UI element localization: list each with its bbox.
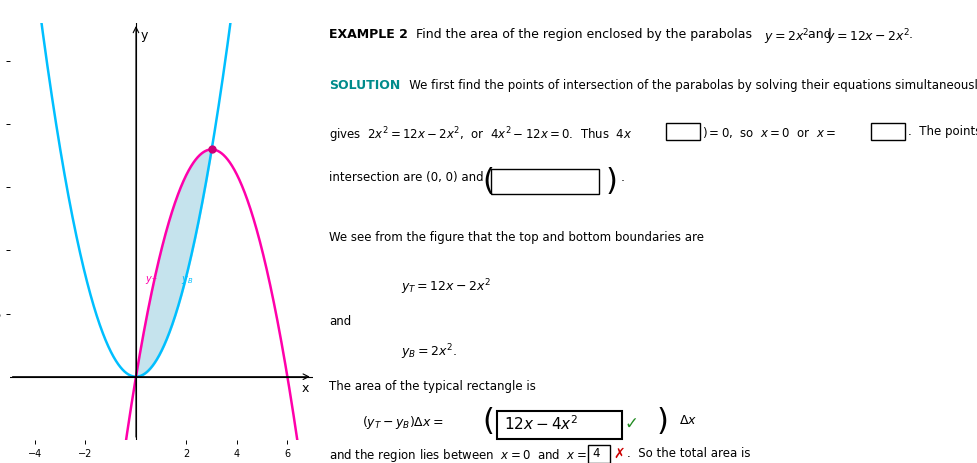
Text: (: ( bbox=[483, 407, 494, 437]
Text: y: y bbox=[141, 30, 149, 43]
Text: ): ) bbox=[657, 407, 668, 437]
Text: .: . bbox=[909, 28, 913, 41]
Text: and: and bbox=[329, 315, 351, 328]
Text: 4: 4 bbox=[593, 447, 600, 460]
Text: We see from the figure that the top and bottom boundaries are: We see from the figure that the top and … bbox=[329, 232, 704, 244]
Text: $y = 12x - 2x^2$: $y = 12x - 2x^2$ bbox=[827, 28, 911, 47]
Text: gives  $2x^2 = 12x - 2x^2$,  or  $4x^2 - 12x = 0$.  Thus  $4x$: gives $2x^2 = 12x - 2x^2$, or $4x^2 - 12… bbox=[329, 125, 632, 144]
Text: x: x bbox=[301, 382, 309, 395]
Text: EXAMPLE 2: EXAMPLE 2 bbox=[329, 28, 407, 41]
Text: and the region lies between  $x = 0$  and  $x = $: and the region lies between $x = 0$ and … bbox=[329, 447, 586, 463]
Text: $y_B = 2x^2.$: $y_B = 2x^2.$ bbox=[401, 343, 457, 362]
Text: Find the area of the region enclosed by the parabolas: Find the area of the region enclosed by … bbox=[407, 28, 759, 41]
Text: $y_T$: $y_T$ bbox=[145, 274, 157, 286]
Text: $(y_T - y_B)\Delta x = $: $(y_T - y_B)\Delta x = $ bbox=[361, 414, 444, 432]
Text: (: ( bbox=[483, 167, 494, 196]
FancyBboxPatch shape bbox=[666, 123, 701, 140]
FancyBboxPatch shape bbox=[497, 411, 622, 439]
Text: $\Delta x$: $\Delta x$ bbox=[679, 414, 698, 427]
Text: .: . bbox=[620, 171, 624, 184]
Text: and: and bbox=[803, 28, 835, 41]
Text: ✗: ✗ bbox=[614, 447, 625, 461]
Text: $y = 2x^2$: $y = 2x^2$ bbox=[764, 28, 810, 47]
Text: SOLUTION: SOLUTION bbox=[329, 79, 401, 92]
Text: .  So the total area is: . So the total area is bbox=[627, 447, 750, 460]
Text: .  The points of: . The points of bbox=[909, 125, 977, 138]
Text: $ ) = 0$,  so  $x = 0$  or  $x = $: $ ) = 0$, so $x = 0$ or $x = $ bbox=[702, 125, 836, 140]
Text: The area of the typical rectangle is: The area of the typical rectangle is bbox=[329, 380, 535, 393]
Text: ): ) bbox=[605, 167, 617, 196]
Text: ✓: ✓ bbox=[625, 414, 639, 432]
Text: $y_T = 12x - 2x^2$: $y_T = 12x - 2x^2$ bbox=[401, 278, 490, 297]
Text: $12x - 4x^2$: $12x - 4x^2$ bbox=[504, 414, 578, 433]
Text: We first find the points of intersection of the parabolas by solving their equat: We first find the points of intersection… bbox=[398, 79, 977, 92]
Text: intersection are (0, 0) and: intersection are (0, 0) and bbox=[329, 171, 491, 184]
FancyBboxPatch shape bbox=[587, 445, 610, 463]
Text: $y_B$: $y_B$ bbox=[182, 274, 193, 286]
FancyBboxPatch shape bbox=[871, 123, 905, 140]
FancyBboxPatch shape bbox=[491, 169, 599, 194]
